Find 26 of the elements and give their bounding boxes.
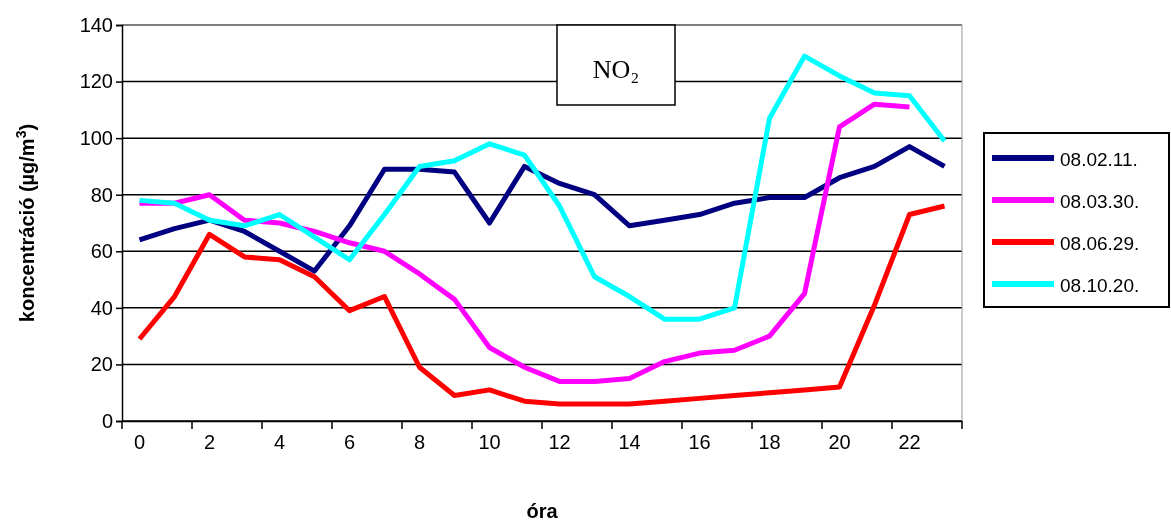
legend-label: 08.02.11. xyxy=(1060,149,1138,170)
legend-label: 08.10.20. xyxy=(1060,275,1140,296)
annotation: NO₂ xyxy=(592,55,640,84)
legend-label: 08.06.29. xyxy=(1060,233,1140,254)
y-tick-label: 0 xyxy=(101,409,113,432)
x-tick-label: 16 xyxy=(688,431,711,454)
x-tick-label: 12 xyxy=(548,431,571,454)
x-tick-label: 14 xyxy=(618,431,641,454)
x-tick-label: 10 xyxy=(478,431,501,454)
y-tick-label: 20 xyxy=(90,353,113,376)
x-tick-label: 6 xyxy=(343,431,356,454)
x-tick-label: 0 xyxy=(133,431,146,454)
y-tick-label: 80 xyxy=(90,183,113,206)
y-tick-label: 140 xyxy=(79,13,113,36)
y-tick-label: 120 xyxy=(79,70,113,93)
x-tick-label: 4 xyxy=(273,431,286,454)
y-tick-label: 60 xyxy=(90,240,113,263)
legend-label: 08.03.30. xyxy=(1060,191,1140,212)
x-tick-label: 18 xyxy=(758,431,781,454)
x-tick-label: 8 xyxy=(413,431,426,454)
y-tick-label: 100 xyxy=(79,127,113,150)
x-tick-label: 2 xyxy=(203,431,216,454)
x-tick-label: 20 xyxy=(828,431,851,454)
x-axis-title: óra xyxy=(526,500,559,522)
x-tick-label: 22 xyxy=(898,431,921,454)
y-tick-label: 40 xyxy=(90,296,113,319)
